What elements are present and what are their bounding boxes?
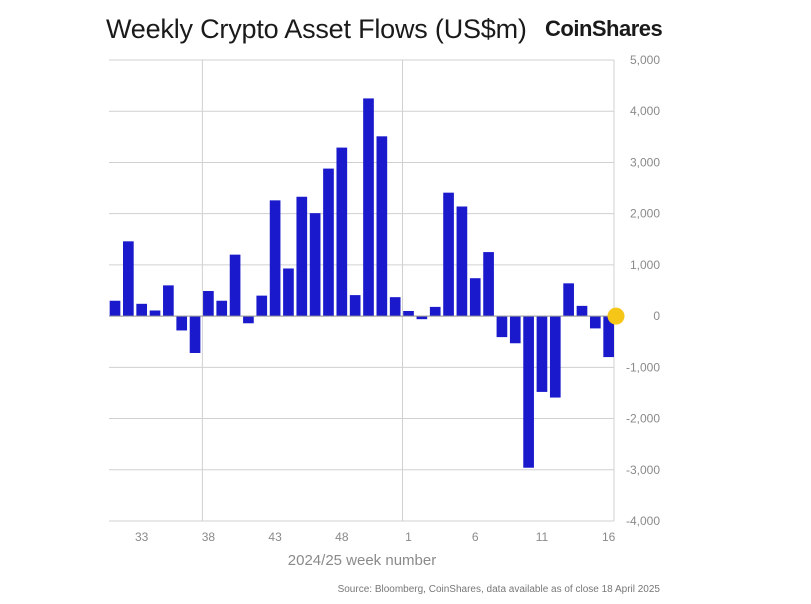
bar-week-42 [256,295,268,317]
bar-week-46 [309,213,321,317]
y-tick-label: -3,000 [626,463,660,477]
bar-week-41 [243,316,254,324]
axis-layer: 5,000 4,000 3,000 2,000 1,000 0 -1,000 -2,000 -3… [135,53,660,544]
y-tick-label: 5,000 [630,53,660,67]
bar-week-31 [109,300,121,317]
bar-week-45 [296,196,308,317]
bar-week-12 [549,316,561,398]
bar-week-9 [509,316,521,344]
x-tick-label: 33 [135,530,149,544]
y-tick-label: 0 [653,309,660,323]
bar-week-2 [416,316,428,320]
bar-week-11 [536,316,548,392]
latest-week-marker [607,307,625,325]
grid-layer [109,59,615,522]
x-tick-label: 6 [472,530,479,544]
x-tick-label: 38 [202,530,216,544]
bar-week-32 [123,241,134,317]
bar-week-4 [443,192,454,317]
bar-week-8 [496,316,508,338]
bar-week-10 [523,316,534,468]
bar-week-47 [323,168,334,317]
bar-week-52 [389,297,401,317]
x-tick-label: 11 [536,530,549,544]
bar-week-15 [589,316,601,329]
x-axis-title: 2024/25 week number [288,552,436,569]
bar-week-39 [216,300,228,317]
bar-week-51 [376,136,388,317]
bar-week-33 [136,303,148,317]
x-tick-label: 43 [268,530,282,544]
y-tick-label: -2,000 [626,412,660,426]
y-tick-label: 2,000 [630,207,660,221]
bar-week-13 [563,283,574,317]
bar-week-40 [229,254,241,317]
bar-week-37 [189,316,201,353]
bar-week-1 [403,310,414,317]
y-tick-label: 1,000 [630,258,660,272]
bar-week-38 [203,291,214,317]
bar-week-3 [429,306,441,317]
bar-week-6 [469,278,481,317]
bar-week-36 [176,316,188,331]
y-tick-label: -1,000 [626,360,660,374]
bar-week-7 [483,252,494,317]
bar-week-50 [363,98,374,317]
y-tick-label: -4,000 [626,514,660,528]
source-note: Source: Bloomberg, CoinShares, data avai… [337,584,660,595]
coinshares-logo: CoinShares [545,16,663,41]
x-tick-label: 16 [602,530,616,544]
bar-week-44 [283,268,294,317]
bar-week-34 [149,310,161,317]
bar-week-16 [603,316,614,358]
chart-title: Weekly Crypto Asset Flows (US$m) [106,14,527,44]
bar-layer [109,98,614,468]
x-tick-label: 48 [335,530,349,544]
y-tick-label: 4,000 [630,104,660,118]
x-tick-label: 1 [405,530,412,544]
bar-week-49 [349,295,361,317]
bar-week-48 [336,147,348,317]
bar-week-43 [269,200,281,317]
y-tick-label: 3,000 [630,155,660,169]
bar-week-14 [576,305,588,317]
bar-week-5 [456,206,468,317]
bar-week-35 [163,285,174,317]
